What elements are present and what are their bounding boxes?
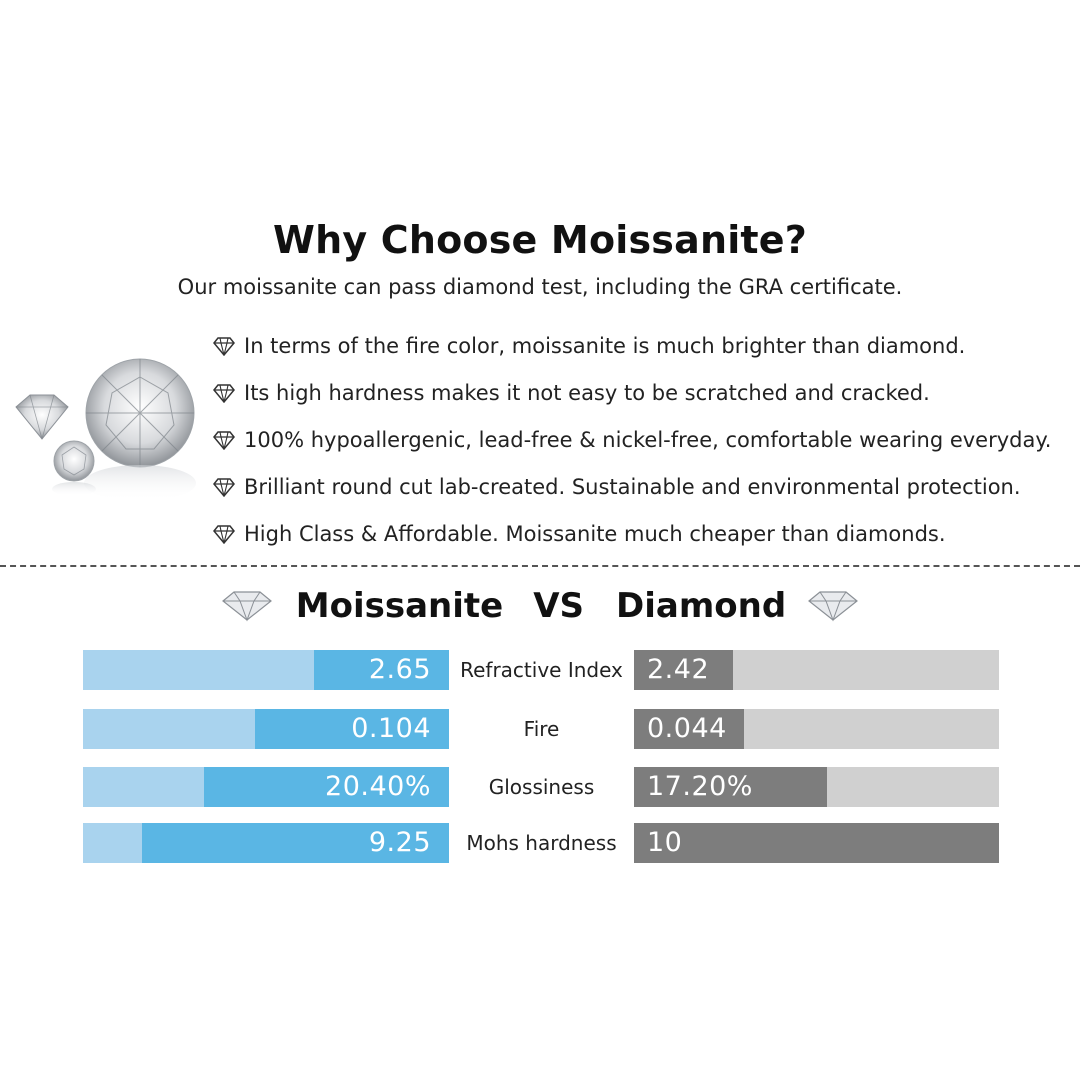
diamond-value: 10 xyxy=(647,827,683,858)
property-label: Mohs hardness xyxy=(466,831,617,855)
diamond-heading: Diamond xyxy=(616,586,787,626)
moissanite-value: 9.25 xyxy=(368,827,431,858)
feature-text: 100% hypoallergenic, lead-free & nickel-… xyxy=(244,427,1052,452)
list-item: Its high hardness makes it not easy to b… xyxy=(212,369,1072,416)
diamond-value: 2.42 xyxy=(647,654,710,685)
comparison-heading: Moissanite VS Diamond xyxy=(0,583,1080,629)
moissanite-bar: 0.104 xyxy=(83,709,449,749)
diamond-icon xyxy=(213,336,235,356)
comparison-row: 9.25 Mohs hardness 10 xyxy=(0,823,1080,863)
gem-icon xyxy=(221,591,272,622)
diamond-icon xyxy=(213,477,235,497)
diamond-bar: 10 xyxy=(634,823,999,863)
moissanite-bar: 2.65 xyxy=(83,650,449,690)
moissanite-bar: 9.25 xyxy=(83,823,449,863)
diamond-bar: 0.044 xyxy=(634,709,999,749)
vs-label: VS xyxy=(533,586,585,626)
page-title: Why Choose Moissanite? xyxy=(272,218,808,262)
moissanite-bar-fill xyxy=(255,709,449,749)
list-item: High Class & Affordable. Moissanite much… xyxy=(212,510,1072,557)
moissanite-bar: 20.40% xyxy=(83,767,449,807)
diamond-icon xyxy=(213,430,235,450)
diamond-icon xyxy=(213,524,235,544)
moissanite-bar-fill xyxy=(141,823,449,863)
page-subtitle: Our moissanite can pass diamond test, in… xyxy=(177,275,903,299)
list-item: 100% hypoallergenic, lead-free & nickel-… xyxy=(212,416,1072,463)
feature-text: Its high hardness makes it not easy to b… xyxy=(244,380,930,405)
diamond-value: 17.20% xyxy=(647,771,753,802)
comparison-row: 0.104 Fire 0.044 xyxy=(0,709,1080,749)
comparison-row: 20.40% Glossiness 17.20% xyxy=(0,767,1080,807)
diamond-bar: 2.42 xyxy=(634,650,999,690)
gem-icon xyxy=(808,591,859,622)
feature-text: In terms of the fire color, moissanite i… xyxy=(244,333,966,358)
comparison-row: 2.65 Refractive Index 2.42 xyxy=(0,650,1080,690)
moissanite-heading: Moissanite xyxy=(295,586,504,626)
gemstones-image xyxy=(15,358,196,501)
moissanite-value: 2.65 xyxy=(368,654,431,685)
list-item: Brilliant round cut lab-created. Sustain… xyxy=(212,463,1072,510)
feature-text: Brilliant round cut lab-created. Sustain… xyxy=(244,474,1021,499)
dashed-divider xyxy=(0,565,1080,567)
diamond-bar: 17.20% xyxy=(634,767,999,807)
diamond-bar-fill xyxy=(634,650,733,690)
moissanite-value: 0.104 xyxy=(351,713,431,744)
diamond-icon xyxy=(213,383,235,403)
feature-list: In terms of the fire color, moissanite i… xyxy=(212,322,1072,557)
moissanite-bar-fill xyxy=(203,767,449,807)
diamond-bar-fill xyxy=(634,767,828,807)
diamond-bar-fill xyxy=(634,823,999,863)
property-label: Refractive Index xyxy=(460,658,623,682)
moissanite-value: 20.40% xyxy=(325,771,431,802)
moissanite-bar-fill xyxy=(313,650,449,690)
diamond-bar-fill xyxy=(634,709,744,749)
property-label: Fire xyxy=(523,717,560,741)
feature-text: High Class & Affordable. Moissanite much… xyxy=(244,521,946,546)
list-item: In terms of the fire color, moissanite i… xyxy=(212,322,1072,369)
property-label: Glossiness xyxy=(488,775,595,799)
diamond-value: 0.044 xyxy=(647,713,727,744)
